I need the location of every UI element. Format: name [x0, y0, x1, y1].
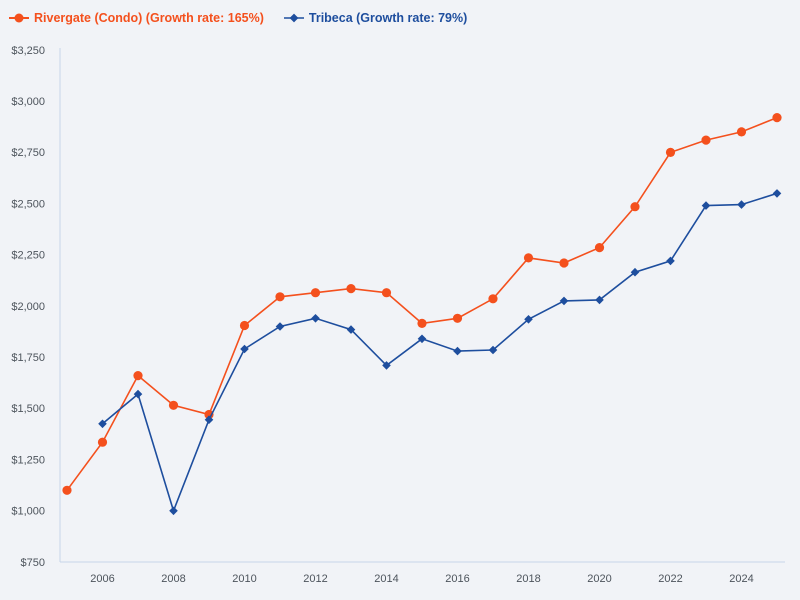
data-point-rivergate-condo-2008[interactable] — [168, 400, 179, 410]
series-line-rivergate-condo — [66, 116, 778, 491]
data-point-tribeca-2018[interactable] — [524, 315, 533, 324]
y-axis-tick-label: $1,500 — [11, 403, 45, 415]
data-point-rivergate-condo-2014[interactable] — [381, 288, 392, 298]
legend-item-tribeca[interactable]: Tribeca (Growth rate: 79%) — [283, 9, 468, 27]
data-point-tribeca-2015[interactable] — [417, 334, 427, 344]
data-point-tribeca-2011[interactable] — [275, 322, 285, 331]
data-point-tribeca-2014[interactable] — [382, 361, 391, 370]
y-axis-tick-label: $2,750 — [11, 147, 45, 159]
data-point-rivergate-condo-2012[interactable] — [310, 288, 321, 298]
data-point-rivergate-condo-2006[interactable] — [97, 437, 108, 447]
tribeca-series-marker-icon — [283, 13, 304, 23]
y-axis-tick-label: $1,750 — [11, 352, 45, 364]
x-axis-tick-label: 2020 — [587, 573, 611, 585]
y-axis-tick-label: $3,000 — [11, 96, 45, 108]
data-point-tribeca-2023[interactable] — [701, 201, 711, 210]
data-point-tribeca-2019[interactable] — [559, 296, 569, 306]
x-axis-tick-label: 2022 — [658, 573, 682, 585]
x-axis-tick-label: 2014 — [374, 573, 398, 585]
data-point-rivergate-condo-2018[interactable] — [523, 253, 534, 263]
legend-label-rivergate: Rivergate (Condo) (Growth rate: 165%) — [34, 11, 264, 25]
data-point-tribeca-2022[interactable] — [666, 256, 675, 266]
data-point-tribeca-2009[interactable] — [204, 415, 214, 424]
x-axis-tick-label: 2012 — [303, 573, 327, 585]
data-point-rivergate-condo-2021[interactable] — [630, 202, 640, 212]
data-point-tribeca-2012[interactable] — [311, 314, 320, 323]
x-axis-tick-label: 2018 — [516, 573, 540, 585]
y-axis-tick-label: $2,500 — [11, 198, 45, 210]
data-point-tribeca-2013[interactable] — [346, 325, 356, 334]
data-point-tribeca-2017[interactable] — [488, 345, 498, 355]
data-point-rivergate-condo-2007[interactable] — [133, 371, 143, 381]
legend-label-tribeca: Tribeca (Growth rate: 79%) — [308, 11, 468, 25]
series-tribeca — [98, 189, 782, 516]
x-axis-tick-label: 2010 — [232, 573, 256, 585]
data-point-tribeca-2025[interactable] — [772, 189, 782, 198]
chart-legend: Rivergate (Condo) (Growth rate: 165%) Tr… — [9, 9, 467, 27]
y-axis-tick-label: $3,250 — [11, 45, 45, 57]
data-point-tribeca-2006[interactable] — [98, 419, 107, 429]
data-point-tribeca-2016[interactable] — [453, 346, 462, 356]
data-point-rivergate-condo-2013[interactable] — [346, 284, 356, 294]
data-point-tribeca-2020[interactable] — [595, 295, 604, 305]
data-point-rivergate-condo-2016[interactable] — [452, 313, 463, 323]
data-point-tribeca-2007[interactable] — [133, 389, 143, 399]
data-point-tribeca-2021[interactable] — [630, 267, 640, 277]
y-axis-tick-label: $1,000 — [11, 506, 45, 518]
y-axis-tick-label: $750 — [21, 557, 45, 569]
legend-item-rivergate[interactable]: Rivergate (Condo) (Growth rate: 165%) — [9, 9, 264, 27]
data-point-rivergate-condo-2023[interactable] — [701, 135, 711, 145]
y-axis-tick-label: $2,250 — [11, 250, 45, 262]
data-point-rivergate-condo-2025[interactable] — [772, 113, 782, 123]
data-point-rivergate-condo-2019[interactable] — [559, 258, 569, 268]
data-point-rivergate-condo-2005[interactable] — [62, 485, 72, 495]
data-point-rivergate-condo-2015[interactable] — [417, 318, 427, 328]
series-rivergate-condo — [62, 113, 782, 495]
y-axis-tick-label: $2,000 — [11, 301, 45, 313]
data-point-tribeca-2024[interactable] — [737, 200, 746, 209]
x-axis-tick-label: 2006 — [90, 573, 114, 585]
x-axis-tick-label: 2024 — [729, 573, 753, 585]
series-line-tribeca — [101, 192, 778, 514]
data-point-rivergate-condo-2022[interactable] — [665, 147, 676, 157]
data-point-tribeca-2010[interactable] — [240, 344, 249, 354]
data-point-rivergate-condo-2011[interactable] — [275, 292, 285, 302]
x-axis-tick-label: 2008 — [161, 573, 185, 585]
data-point-rivergate-condo-2024[interactable] — [736, 127, 747, 137]
y-axis-tick-label: $1,250 — [11, 454, 45, 466]
x-axis-tick-label: 2016 — [445, 573, 469, 585]
data-point-rivergate-condo-2020[interactable] — [594, 243, 605, 253]
data-point-rivergate-condo-2010[interactable] — [239, 320, 250, 331]
rivergate-series-marker-icon — [9, 13, 29, 23]
data-point-tribeca-2008[interactable] — [169, 506, 178, 516]
data-point-rivergate-condo-2017[interactable] — [488, 294, 498, 304]
